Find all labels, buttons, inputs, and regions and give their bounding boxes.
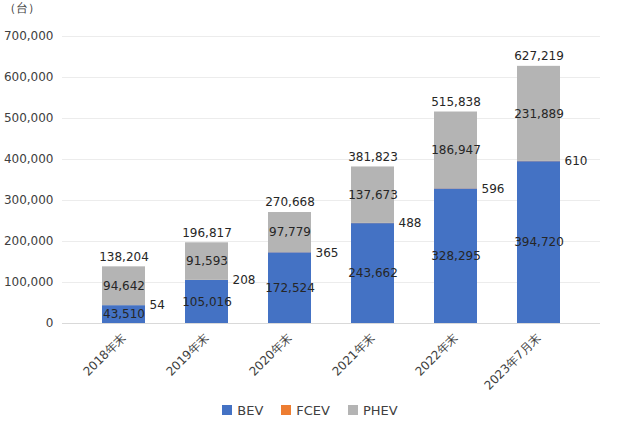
svg-text:137,673: 137,673 xyxy=(348,188,398,202)
svg-text:488: 488 xyxy=(399,216,422,230)
svg-text:100,000: 100,000 xyxy=(4,275,54,289)
svg-text:610: 610 xyxy=(565,154,588,168)
svg-text:270,668: 270,668 xyxy=(265,195,315,209)
svg-text:0: 0 xyxy=(46,316,54,330)
svg-text:54: 54 xyxy=(150,298,165,312)
svg-text:2020年末: 2020年末 xyxy=(246,330,294,378)
svg-text:600,000: 600,000 xyxy=(4,70,54,84)
svg-text:2022年末: 2022年末 xyxy=(412,330,460,378)
html-text:PHEV: PHEV xyxy=(363,402,398,418)
svg-text:700,000: 700,000 xyxy=(4,29,54,43)
html-text:BEV: BEV xyxy=(237,402,264,418)
svg-text:515,838: 515,838 xyxy=(431,95,481,109)
svg-text:2018年末: 2018年末 xyxy=(80,330,128,378)
svg-text:243,662: 243,662 xyxy=(348,266,398,280)
svg-text:105,016: 105,016 xyxy=(182,295,232,309)
svg-text:138,204: 138,204 xyxy=(99,250,149,264)
svg-text:2021年末: 2021年末 xyxy=(329,330,377,378)
svg-text:394,720: 394,720 xyxy=(514,235,564,249)
svg-text:（台）: （台） xyxy=(4,1,40,15)
svg-text:400,000: 400,000 xyxy=(4,152,54,166)
svg-text:300,000: 300,000 xyxy=(4,193,54,207)
html-text:FCEV: FCEV xyxy=(296,402,330,418)
svg-text:596: 596 xyxy=(482,182,505,196)
svg-text:200,000: 200,000 xyxy=(4,234,54,248)
svg-text:91,593: 91,593 xyxy=(186,254,228,268)
svg-text:172,524: 172,524 xyxy=(265,281,315,295)
svg-text:365: 365 xyxy=(316,246,339,260)
svg-text:328,295: 328,295 xyxy=(431,249,481,263)
svg-text:500,000: 500,000 xyxy=(4,111,54,125)
svg-text:186,947: 186,947 xyxy=(431,143,481,157)
svg-text:196,817: 196,817 xyxy=(182,226,232,240)
svg-text:43,510: 43,510 xyxy=(103,307,145,321)
svg-text:94,642: 94,642 xyxy=(103,279,145,293)
svg-text:2023年7月末: 2023年7月末 xyxy=(481,330,543,392)
svg-text:97,779: 97,779 xyxy=(269,225,311,239)
svg-text:208: 208 xyxy=(233,273,256,287)
svg-text:231,889: 231,889 xyxy=(514,107,564,121)
svg-text:627,219: 627,219 xyxy=(514,49,564,63)
svg-text:381,823: 381,823 xyxy=(348,150,398,164)
svg-text:2019年末: 2019年末 xyxy=(163,330,211,378)
